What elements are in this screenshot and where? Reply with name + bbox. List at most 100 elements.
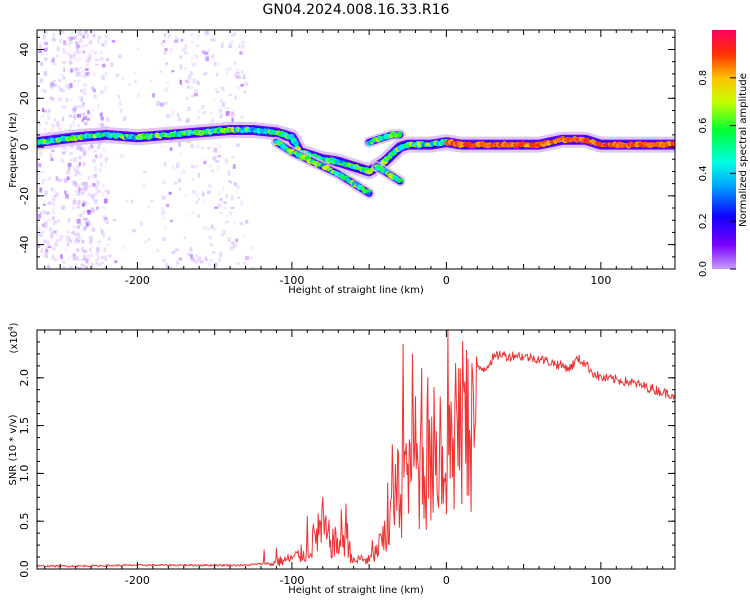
spectrogram-noise-speckle xyxy=(220,234,224,237)
spectrogram-noise-speckle xyxy=(235,190,238,193)
spectrogram-noise-speckle xyxy=(225,193,228,199)
spectrogram-noise-speckle xyxy=(80,89,83,93)
spectrogram-noise-speckle xyxy=(119,101,122,106)
spectrogram-noise-speckle xyxy=(99,153,103,159)
spectrogram-noise-speckle xyxy=(99,112,103,117)
spectrogram-noise-speckle xyxy=(101,184,105,187)
spectrogram-noise-speckle xyxy=(186,117,190,122)
spectrogram-noise-speckle xyxy=(69,83,73,88)
spectrogram-noise-speckle xyxy=(84,249,87,254)
y-tick-label: 0.0 xyxy=(18,560,31,578)
spectrogram-noise-speckle xyxy=(197,116,201,119)
spectrogram-noise-speckle xyxy=(93,94,97,99)
spectrogram-noise-speckle xyxy=(76,44,80,48)
spectrogram-noise-speckle xyxy=(49,227,52,232)
spectrogram-noise-speckle xyxy=(107,236,111,241)
spectrogram-noise-speckle xyxy=(165,61,169,65)
spectrogram-ylabel: Frequency (Hz) xyxy=(8,112,19,188)
spectrogram-noise-speckle xyxy=(217,165,220,171)
spectrogram-noise-speckle xyxy=(217,190,221,196)
spectrogram-noise-speckle xyxy=(211,169,215,173)
spectrogram-noise-speckle xyxy=(102,147,105,153)
spectrogram-noise-speckle xyxy=(65,239,69,243)
spectrogram-noise-speckle xyxy=(233,181,236,186)
spectrogram-noise-speckle xyxy=(248,256,253,260)
y-tick-label: 1.0 xyxy=(18,465,31,483)
spectrogram-noise-speckle xyxy=(207,190,211,195)
spectrogram-noise-speckle xyxy=(163,52,167,55)
spectrogram-noise-speckle xyxy=(101,43,104,47)
spectrogram-noise-speckle xyxy=(46,211,50,215)
spectrogram-noise-speckle xyxy=(95,206,99,210)
spectrogram-noise-speckle xyxy=(77,46,80,50)
spectrogram-noise-speckle xyxy=(218,114,223,119)
spectrogram-noise-speckle xyxy=(41,53,45,56)
spectrogram-noise-speckle xyxy=(205,56,209,62)
spectrogram-noise-speckle xyxy=(212,38,216,42)
spectrogram-noise-speckle xyxy=(228,93,233,96)
spectrogram-noise-speckle xyxy=(75,146,79,151)
spectrogram-noise-speckle xyxy=(76,143,79,148)
spectrogram-noise-speckle xyxy=(92,88,96,93)
spectrogram-noise-speckle xyxy=(221,89,226,92)
spectrogram-noise-speckle xyxy=(75,237,79,242)
spectrogram-noise-speckle xyxy=(235,75,238,79)
spectrogram-noise-speckle xyxy=(143,171,147,174)
spectrogram-noise-speckle xyxy=(203,161,206,165)
spectrogram-noise-speckle xyxy=(40,248,44,253)
spectrogram-noise-speckle xyxy=(194,89,198,94)
spectrogram-noise-speckle xyxy=(72,206,75,211)
spectrogram-noise-speckle xyxy=(72,184,77,187)
spectrogram-noise-speckle xyxy=(90,262,94,268)
spectrogram-noise-speckle xyxy=(65,194,69,199)
spectrogram-noise-speckle xyxy=(201,146,205,150)
y-tick-label: 0 xyxy=(18,144,31,151)
spectrogram-noise-speckle xyxy=(63,40,67,45)
spectrogram-noise-speckle xyxy=(118,54,122,59)
spectrogram-noise-speckle xyxy=(180,83,184,88)
spectrogram-noise-speckle xyxy=(222,186,225,192)
spectrogram-noise-speckle xyxy=(193,190,197,195)
spectrogram-noise-speckle xyxy=(238,44,241,49)
spectrogram-noise-speckle xyxy=(82,257,87,261)
spectrogram-noise-speckle xyxy=(100,90,104,94)
spectrogram-noise-speckle xyxy=(92,183,96,187)
spectrogram-noise-speckle xyxy=(99,225,102,230)
spectrogram-noise-speckle xyxy=(218,203,223,208)
spectrogram-noise-speckle xyxy=(221,102,225,107)
spectrogram-noise-speckle xyxy=(75,46,78,50)
spectrogram-noise-speckle xyxy=(74,180,77,185)
spectrogram-noise-speckle xyxy=(84,72,89,78)
spectrogram-noise-speckle xyxy=(63,190,68,194)
spectrogram-noise-speckle xyxy=(104,256,107,262)
spectrogram-noise-speckle xyxy=(44,221,48,226)
spectrogram-noise-speckle xyxy=(242,262,247,265)
spectrogram-noise-speckle xyxy=(212,98,216,101)
spectrogram-noise-speckle xyxy=(78,184,81,189)
spectrogram-noise-speckle xyxy=(81,200,85,204)
spectrogram-noise-speckle xyxy=(184,79,188,83)
spectrogram-noise-speckle xyxy=(84,250,89,253)
spectrogram-noise-speckle xyxy=(94,185,99,190)
spectrogram-noise-speckle xyxy=(208,261,211,267)
spectrogram-noise-speckle xyxy=(38,121,42,127)
spectrogram-noise-speckle xyxy=(45,46,49,50)
spectrogram-noise-speckle xyxy=(37,213,42,219)
spectrogram-noise-speckle xyxy=(102,63,106,68)
spectrogram-noise-speckle xyxy=(115,73,120,78)
spectrogram-noise-speckle xyxy=(241,77,246,80)
spectrogram-noise-speckle xyxy=(55,176,59,181)
spectrogram-noise-speckle xyxy=(167,115,170,118)
spectrogram-noise-speckle xyxy=(97,122,101,127)
spectrogram-noise-speckle xyxy=(73,113,77,119)
spectrogram-noise-speckle xyxy=(163,196,166,199)
spectrogram-noise-speckle xyxy=(189,71,193,76)
spectrogram-noise-speckle xyxy=(37,226,41,231)
spectrogram-noise-speckle xyxy=(43,239,48,244)
spectrogram-noise-speckle xyxy=(84,217,88,223)
spectrogram-noise-speckle xyxy=(49,234,54,239)
spectrogram-noise-speckle xyxy=(69,265,73,269)
spectrogram-noise-speckle xyxy=(43,89,47,93)
spectrogram-noise-speckle xyxy=(184,193,187,197)
spectrogram-noise-speckle xyxy=(195,200,198,205)
